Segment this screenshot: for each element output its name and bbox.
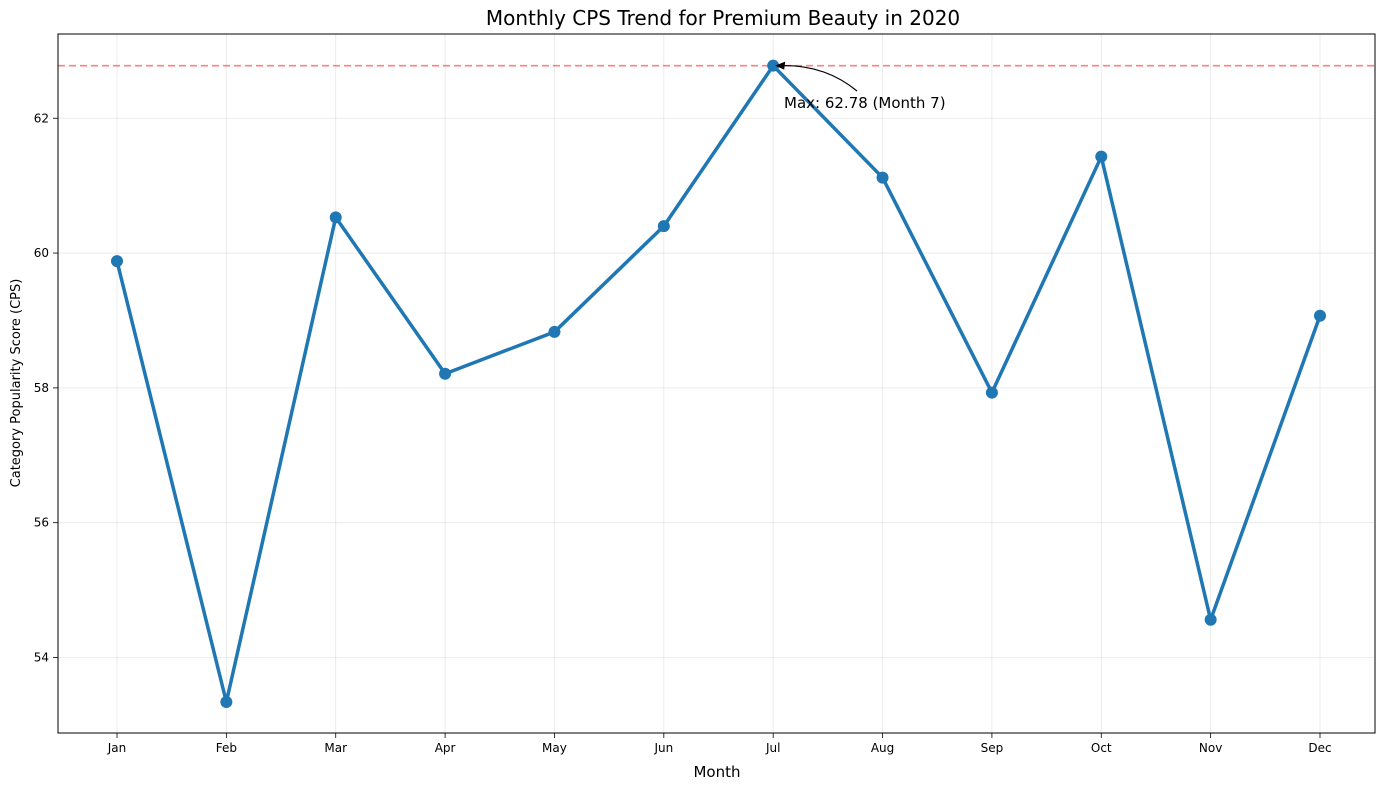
data-point	[985, 386, 998, 399]
y-tick-label: 54	[34, 651, 49, 665]
plot-frame	[57, 33, 1376, 734]
data-point	[1204, 613, 1217, 626]
data-point	[767, 59, 780, 72]
data-point	[657, 220, 670, 233]
data-point	[439, 367, 452, 380]
x-tick-label: Aug	[871, 741, 894, 755]
x-tick-label: Sep	[981, 741, 1004, 755]
x-axis-label: Month	[693, 763, 740, 781]
y-tick-label: 56	[34, 516, 49, 530]
chart-title: Monthly CPS Trend for Premium Beauty in …	[486, 6, 960, 30]
x-tick-label: Feb	[216, 741, 237, 755]
y-tick-label: 58	[34, 381, 49, 395]
axes	[53, 33, 1376, 738]
data-point	[1095, 150, 1108, 163]
data-point	[329, 211, 342, 224]
x-tick-label: Dec	[1308, 741, 1331, 755]
y-tick-label: 62	[34, 111, 49, 125]
x-tick-label: Apr	[435, 741, 456, 755]
x-tick-label: Jun	[653, 741, 673, 755]
series-group	[115, 63, 1322, 704]
x-tick-label: May	[542, 741, 567, 755]
x-tick-label: Nov	[1199, 741, 1222, 755]
annotation-text: Max: 62.78 (Month 7)	[784, 94, 946, 112]
series-line	[115, 63, 1322, 704]
data-point	[1314, 309, 1326, 322]
annotation-group: Max: 62.78 (Month 7)	[775, 61, 946, 112]
y-tick-label: 60	[34, 246, 49, 260]
markers-group	[111, 59, 1326, 708]
annotation-arrow	[778, 64, 858, 92]
x-tick-label: Mar	[324, 741, 347, 755]
y-axis-label: Category Popularity Score (CPS)	[9, 279, 24, 488]
x-tick-label: Jan	[107, 741, 127, 755]
data-point	[220, 695, 233, 708]
annotation-arrowhead	[775, 61, 786, 70]
tick-labels: Jan Feb Mar Apr May Jun Jul Aug Sep Oct Nov Dec 54 56…	[34, 111, 1332, 755]
x-tick-label: Oct	[1091, 741, 1112, 755]
data-point	[111, 255, 123, 268]
x-tick-label: Jul	[765, 741, 780, 755]
data-point	[876, 171, 889, 184]
data-point	[548, 325, 561, 338]
